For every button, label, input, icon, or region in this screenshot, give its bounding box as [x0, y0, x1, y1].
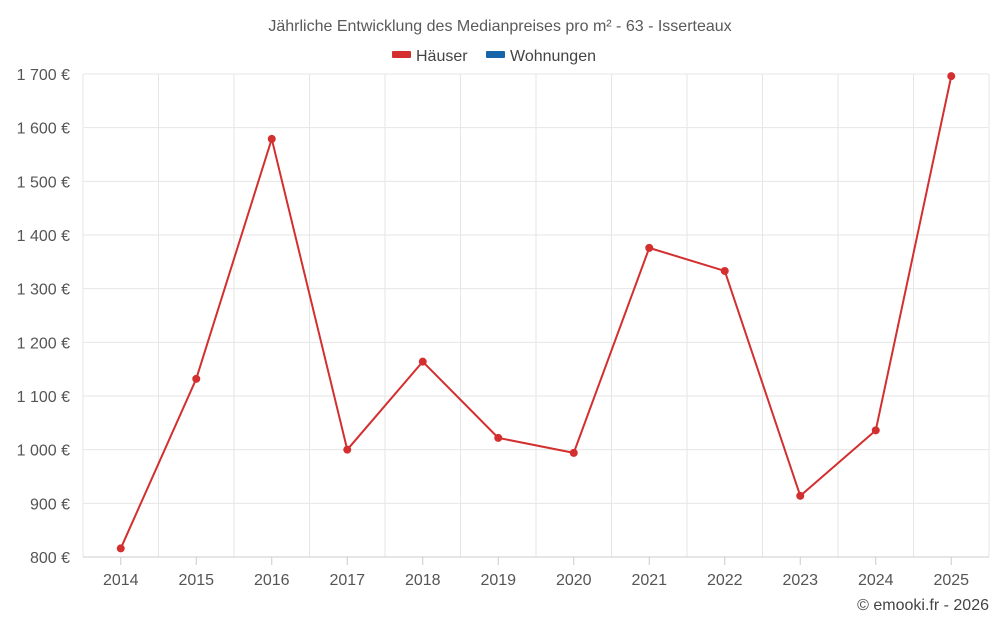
data-point[interactable] — [645, 243, 654, 252]
y-tick-label: 1 300 € — [17, 282, 70, 299]
data-point[interactable] — [343, 445, 352, 454]
y-tick-label: 1 100 € — [17, 389, 70, 406]
chart-title: Jährliche Entwicklung des Medianpreises … — [268, 18, 731, 35]
data-point[interactable] — [871, 426, 880, 435]
x-tick-label: 2015 — [178, 572, 214, 589]
legend-swatch-wohnungen — [486, 51, 505, 58]
data-point[interactable] — [116, 544, 125, 553]
y-tick-label: 1 500 € — [17, 174, 70, 191]
x-tick-label: 2023 — [782, 572, 818, 589]
y-tick-label: 800 € — [30, 550, 70, 567]
data-point[interactable] — [720, 266, 729, 275]
x-tick-label: 2025 — [933, 572, 969, 589]
y-tick-label: 1 400 € — [17, 228, 70, 245]
series-group — [116, 72, 956, 553]
y-tick-label: 900 € — [30, 496, 70, 513]
x-tick-label: 2024 — [858, 572, 894, 589]
x-tick-label: 2018 — [405, 572, 441, 589]
x-tick-label: 2017 — [329, 572, 365, 589]
y-tick-label: 1 700 € — [17, 67, 70, 84]
y-tick-label: 1 000 € — [17, 443, 70, 460]
legend-swatch-haeuser — [392, 51, 411, 58]
legend-label-haeuser: Häuser — [416, 48, 468, 65]
x-tick-label: 2020 — [556, 572, 592, 589]
x-tick-label: 2021 — [631, 572, 667, 589]
y-tick-label: 1 200 € — [17, 335, 70, 352]
x-tick-label: 2016 — [254, 572, 290, 589]
data-point[interactable] — [267, 134, 276, 143]
x-tick-label: 2014 — [103, 572, 139, 589]
data-point[interactable] — [796, 491, 805, 500]
axis-group: 800 € 900 € 1 000 € 1 100 € 1 200 € 1 300 € 1 … — [17, 67, 989, 589]
data-point[interactable] — [569, 448, 578, 457]
legend-label-wohnungen: Wohnungen — [510, 48, 596, 65]
legend-item-wohnungen[interactable]: Wohnungen — [486, 48, 596, 65]
copyright-credit: © emooki.fr - 2026 — [857, 597, 989, 614]
data-point[interactable] — [494, 433, 503, 442]
legend-item-haeuser[interactable]: Häuser — [392, 48, 468, 65]
grid-group — [82, 73, 990, 557]
x-tick-label: 2022 — [707, 572, 743, 589]
data-point[interactable] — [192, 374, 201, 383]
data-point[interactable] — [947, 72, 956, 81]
data-point[interactable] — [418, 357, 427, 366]
y-tick-label: 1 600 € — [17, 121, 70, 138]
legend: Häuser Wohnungen — [392, 48, 596, 65]
x-tick-label: 2019 — [480, 572, 516, 589]
series-line-0 — [119, 75, 953, 549]
